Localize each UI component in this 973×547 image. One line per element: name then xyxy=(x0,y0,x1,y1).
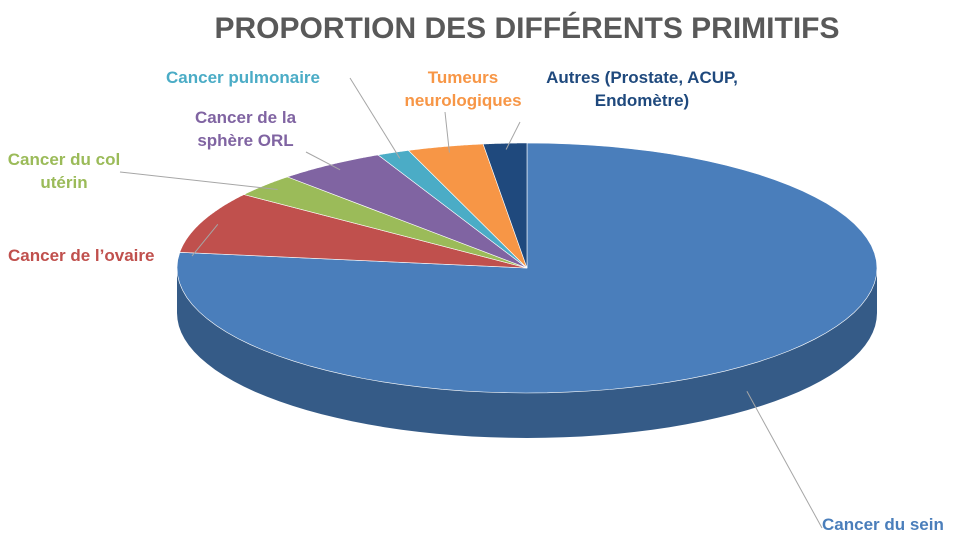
slice-label: Cancer de l’ovaire xyxy=(8,246,155,265)
slice-label: Cancer pulmonaire xyxy=(166,68,320,87)
slice-label: Cancer du col utérin xyxy=(7,150,121,192)
leader-line xyxy=(349,77,401,159)
leader-line xyxy=(505,121,521,150)
slice xyxy=(242,176,528,269)
slice-label: Autres (Prostate, ACUP, Endomètre) xyxy=(546,68,738,110)
slice xyxy=(377,150,528,269)
slice-label: Tumeurs neurologiques xyxy=(404,68,522,110)
slice xyxy=(482,142,528,269)
slice xyxy=(179,194,528,269)
leader-line xyxy=(746,391,823,529)
chart-title: PROPORTION DES DIFFÉRENTS PRIMITIFS xyxy=(214,12,840,45)
slice-label: Cancer du sein xyxy=(822,515,944,534)
slice-side xyxy=(177,268,877,438)
leader-line xyxy=(305,151,341,171)
leader-line xyxy=(191,223,219,257)
leader-line xyxy=(119,171,278,190)
slice xyxy=(407,143,528,269)
leader-line xyxy=(444,111,450,153)
slice-label: Cancer de la sphère ORL xyxy=(194,108,297,150)
